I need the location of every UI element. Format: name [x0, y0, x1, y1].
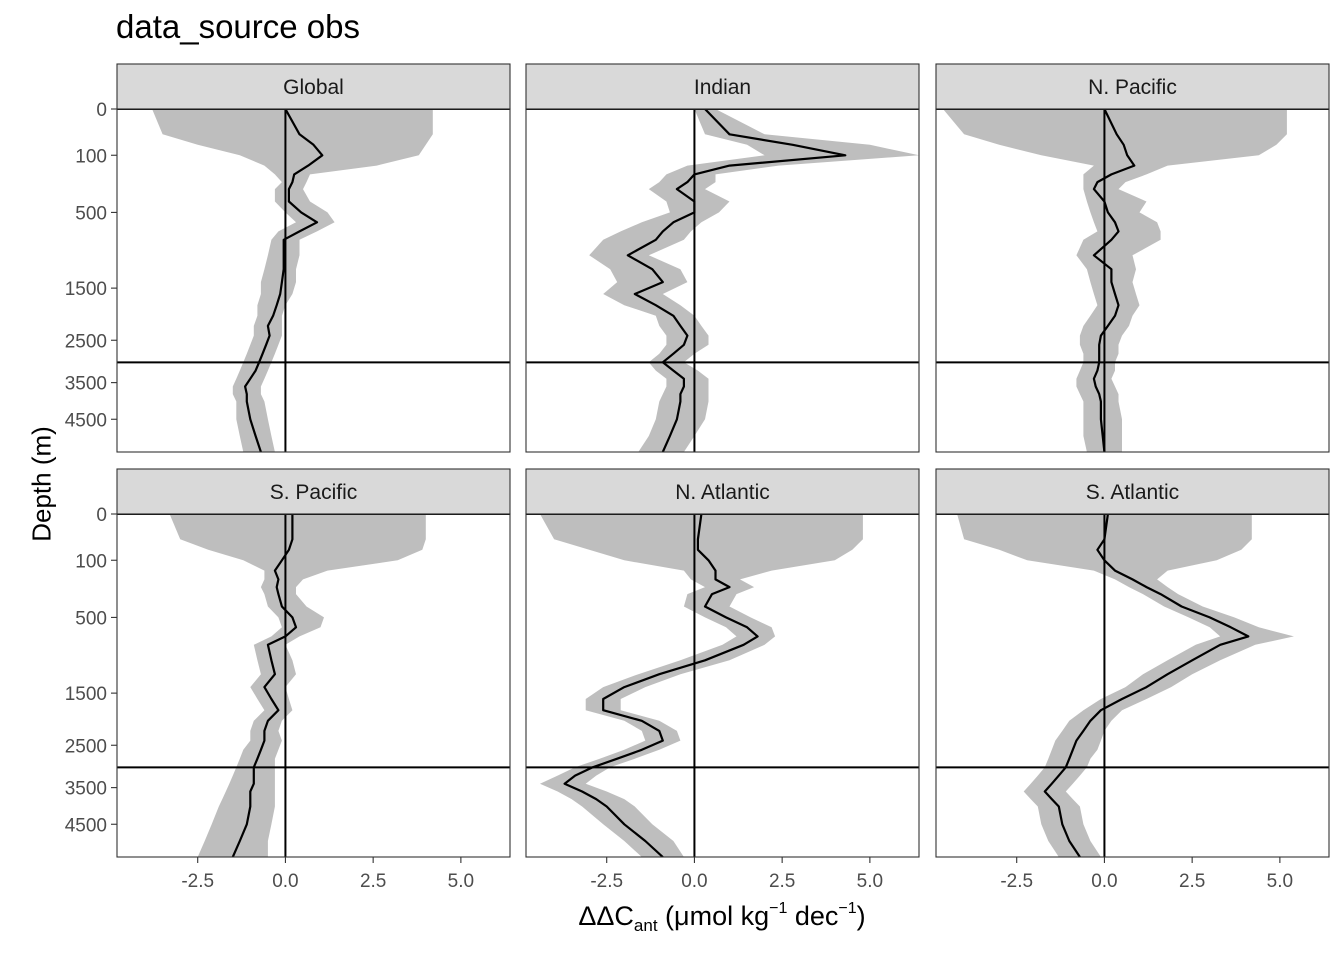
y-tick-label: 500 [75, 203, 107, 224]
facet-strip [525, 63, 920, 110]
panel-indian: Indian [525, 63, 920, 453]
y-tick-label: 2500 [65, 331, 107, 352]
x-tick-label: -2.5 [590, 871, 623, 892]
y-tick-label: 100 [75, 551, 107, 572]
facet-strip [935, 468, 1330, 515]
panel-border [116, 513, 511, 858]
uncertainty-band [957, 514, 1294, 857]
y-tick-label: 1500 [65, 684, 107, 705]
mean-profile-line [563, 514, 759, 857]
y-tick-label: 3500 [65, 374, 107, 395]
mean-profile-line [626, 109, 847, 452]
facet-strip-label: N. Pacific [1088, 76, 1177, 99]
y-tick-label: 500 [75, 608, 107, 629]
chart-title: data_source obs [116, 8, 361, 45]
y-tick-label: 3500 [65, 779, 107, 800]
x-axis-label: ΔΔCant (μmol kg−1 dec−1) [578, 900, 865, 936]
panel-border [525, 108, 920, 453]
facet-strip-label: N. Atlantic [675, 481, 770, 504]
facet-strip [116, 63, 511, 110]
facet-strip-label: Indian [694, 76, 751, 99]
facet-strip-label: Global [283, 76, 344, 99]
x-tick-label: 2.5 [360, 871, 386, 892]
panel-border [935, 513, 1330, 858]
y-tick-label: 4500 [65, 410, 107, 431]
uncertainty-band [152, 109, 433, 452]
mean-profile-line [244, 109, 324, 452]
mean-profile-line [1092, 109, 1136, 452]
y-tick-label: 1500 [65, 279, 107, 300]
x-axis-label-unit-end: ) [856, 901, 866, 931]
panel-s-pacific: S. Pacific 0 100 500 1500 2500 3500 4500 -2.5 0.0… [65, 468, 511, 892]
x-axis-label-unit: (μmol kg [657, 901, 770, 931]
panel-border [935, 108, 1330, 453]
x-tick-label: 2.5 [769, 871, 795, 892]
facet-strip [116, 468, 511, 515]
panel-n-pacific: N. Pacific [935, 63, 1330, 453]
facet-strip [935, 63, 1330, 110]
x-tick-label: 5.0 [448, 871, 474, 892]
x-tick-label: 2.5 [1179, 871, 1205, 892]
x-axis-label-superscript-2: −1 [838, 900, 857, 917]
mean-profile-line [231, 514, 298, 857]
facet-strip-label: S. Pacific [270, 481, 358, 504]
y-tick-label: 100 [75, 146, 107, 167]
panel-border [525, 513, 920, 858]
panel-n-atlantic: N. Atlantic -2.5 0.0 2.5 5.0 [525, 468, 920, 892]
uncertainty-band [943, 109, 1287, 452]
y-tick-label: 0 [96, 505, 107, 526]
panel-s-atlantic: S. Atlantic -2.5 0.0 2.5 5.0 [935, 468, 1330, 892]
x-tick-label: 0.0 [272, 871, 298, 892]
y-tick-label: 0 [96, 100, 107, 121]
y-tick-label: 2500 [65, 736, 107, 757]
x-axis-label-unit-mid: dec [787, 901, 839, 931]
x-tick-label: -2.5 [1000, 871, 1033, 892]
x-tick-label: 0.0 [1091, 871, 1117, 892]
x-axis-label-subscript: ant [633, 916, 658, 935]
x-tick-label: 5.0 [1267, 871, 1293, 892]
uncertainty-band [589, 109, 919, 452]
x-tick-label: 0.0 [681, 871, 707, 892]
uncertainty-band [540, 514, 863, 857]
x-axis-label-superscript: −1 [769, 900, 788, 917]
y-tick-label: 4500 [65, 815, 107, 836]
x-tick-label: 5.0 [857, 871, 883, 892]
mean-profile-line [1043, 514, 1250, 857]
facet-strip [525, 468, 920, 515]
uncertainty-band [169, 514, 426, 857]
panel-global: Global 0 100 500 1500 2500 3500 4500 [65, 63, 511, 453]
facet-strip-label: S. Atlantic [1086, 481, 1179, 504]
panel-border [116, 108, 511, 453]
x-tick-label: -2.5 [181, 871, 214, 892]
x-axis-label-main: ΔΔC [578, 901, 634, 931]
